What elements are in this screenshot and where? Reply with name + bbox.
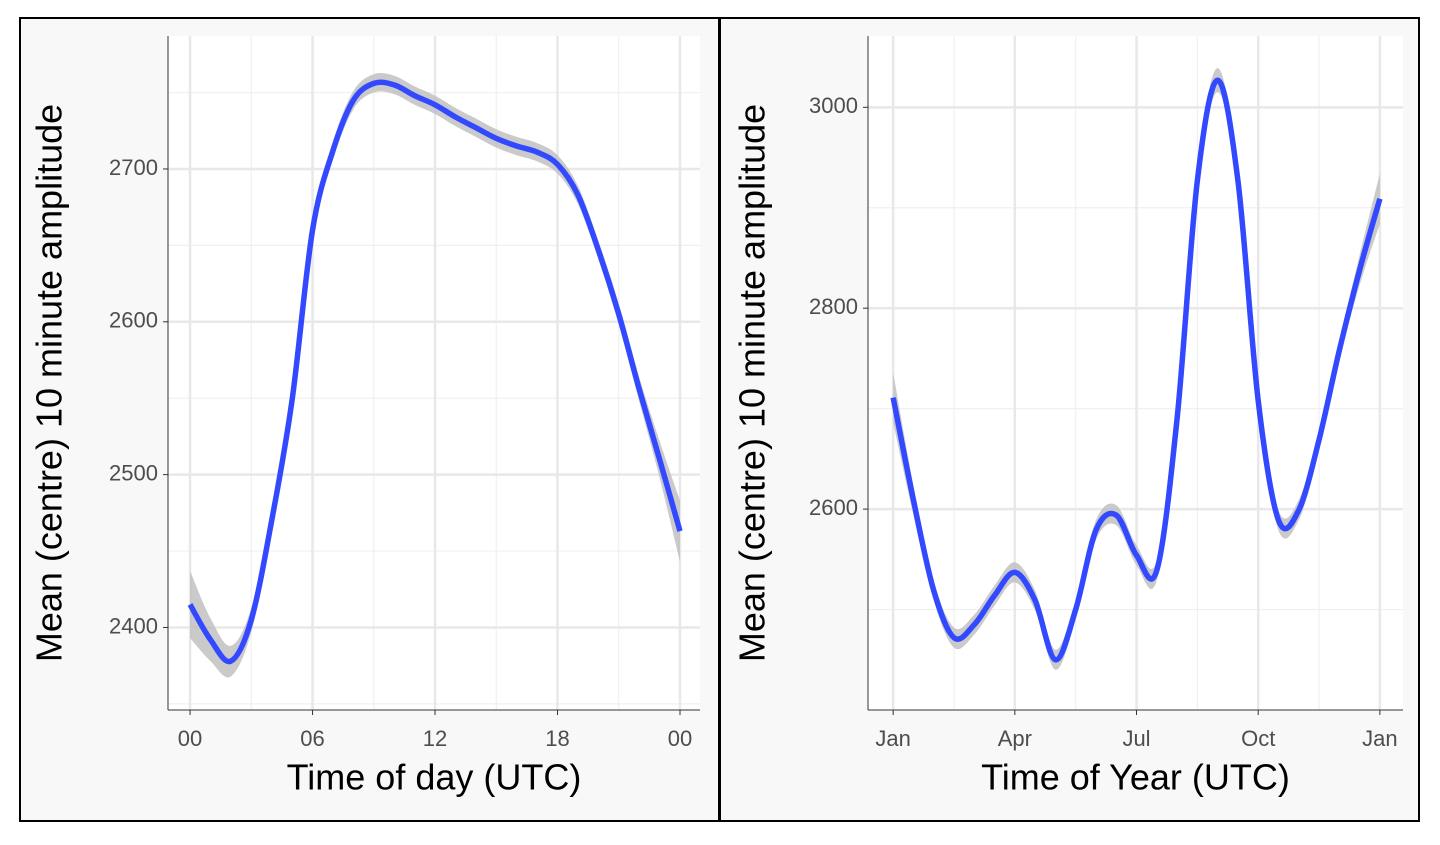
- y-axis-title: Mean (centre) 10 minute amplitude: [732, 104, 773, 662]
- x-axis-title: Time of day (UTC): [287, 757, 582, 798]
- x-tick-label: 18: [545, 726, 569, 751]
- y-tick-label: 2700: [109, 155, 158, 180]
- y-tick-label: 2600: [109, 308, 158, 333]
- x-tick-label: 00: [668, 726, 692, 751]
- x-tick-label: 00: [178, 726, 202, 751]
- y-tick-label: 2400: [109, 613, 158, 638]
- x-tick-label: Jan: [875, 726, 910, 751]
- y-tick-label: 3000: [809, 93, 858, 118]
- y-tick-label: 2500: [109, 460, 158, 485]
- x-tick-label: Oct: [1241, 726, 1275, 751]
- y-tick-label: 2800: [809, 294, 858, 319]
- x-tick-label: Jan: [1362, 726, 1397, 751]
- x-tick-label: Apr: [998, 726, 1032, 751]
- x-tick-label: 06: [300, 726, 324, 751]
- line: [890, 77, 1383, 663]
- x-tick-label: Jul: [1122, 726, 1150, 751]
- line: [187, 79, 683, 665]
- x-tick-label: 12: [423, 726, 447, 751]
- y-tick-label: 2600: [809, 495, 858, 520]
- x-axis-title: Time of Year (UTC): [981, 757, 1290, 798]
- y-axis-title: Mean (centre) 10 minute amplitude: [29, 104, 70, 662]
